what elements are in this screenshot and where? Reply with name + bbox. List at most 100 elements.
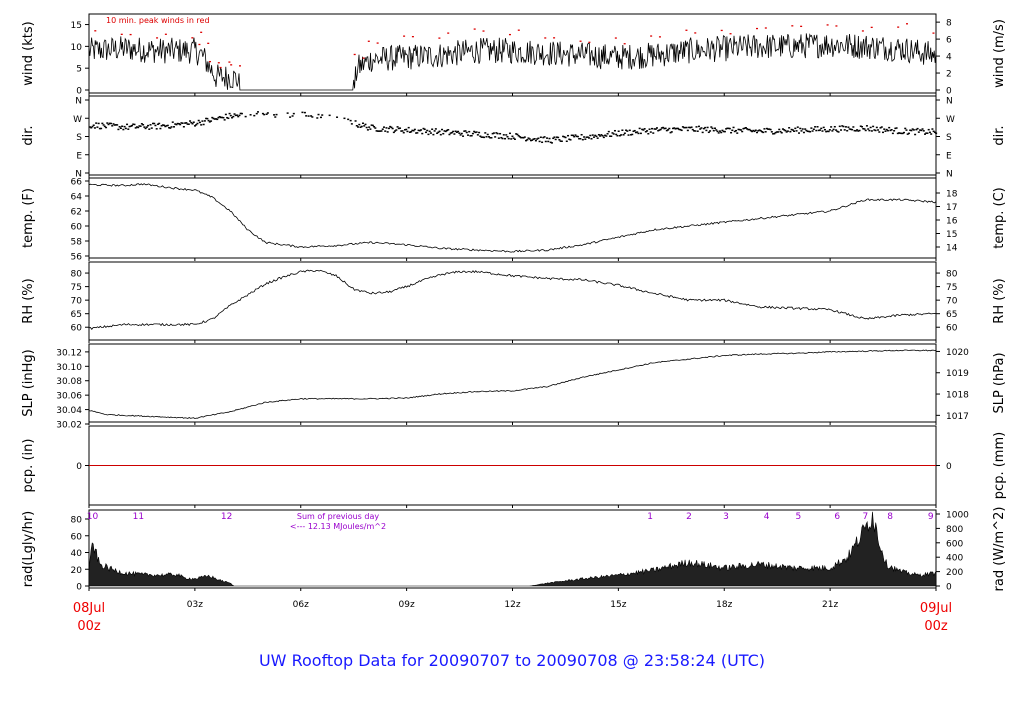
dir-point xyxy=(534,139,537,142)
dir-point xyxy=(465,131,468,134)
time-axis-end-date: 09Jul xyxy=(920,601,952,616)
wind-peak-point xyxy=(800,25,803,28)
dir-point xyxy=(826,130,829,133)
dir-point xyxy=(176,122,179,125)
dir-point xyxy=(521,136,524,139)
dir-point xyxy=(715,129,718,131)
dir-point xyxy=(347,118,350,121)
dir-point xyxy=(316,117,319,119)
dir-tick-label-left: N xyxy=(75,170,82,180)
dir-point xyxy=(434,128,437,130)
rad-local-hour-label: 4 xyxy=(764,512,770,522)
dir-point xyxy=(819,129,822,131)
dir-point xyxy=(931,128,934,130)
wind-peak-point xyxy=(508,33,511,36)
dir-point xyxy=(667,129,670,131)
dir-point xyxy=(463,130,466,132)
dir-point xyxy=(811,130,814,132)
dir-point xyxy=(722,130,725,133)
dir-point xyxy=(790,128,793,131)
dir-point xyxy=(217,116,220,119)
wind-peak-point xyxy=(217,62,220,64)
dir-point xyxy=(522,137,525,139)
dir-point xyxy=(266,112,269,114)
dir-point xyxy=(374,127,377,129)
dir-point xyxy=(726,127,729,130)
wind-peak-point xyxy=(861,30,864,32)
dir-point xyxy=(564,136,567,139)
dir-point xyxy=(417,129,420,132)
dir-point xyxy=(182,126,185,128)
dir-point xyxy=(470,134,473,137)
dir-point xyxy=(311,116,314,118)
dir-point xyxy=(836,130,839,133)
dir-point xyxy=(370,124,373,126)
time-axis-tick-label: 12z xyxy=(504,600,520,610)
dir-point xyxy=(400,130,403,132)
wind-peak-point xyxy=(447,32,450,34)
dir-point xyxy=(628,129,631,132)
dir-point xyxy=(359,126,362,128)
dir-point xyxy=(832,128,835,131)
dir-point xyxy=(255,112,258,115)
wind-peak-point xyxy=(200,31,203,33)
dir-point xyxy=(820,127,823,130)
dir-point xyxy=(431,128,434,130)
dir-point xyxy=(494,136,497,138)
dir-point xyxy=(870,130,873,132)
temp-tick-label-right: 14 xyxy=(946,244,958,254)
dir-point xyxy=(368,126,371,128)
wind-peak-point xyxy=(353,53,356,56)
dir-point xyxy=(189,120,192,122)
dir-point xyxy=(601,135,604,137)
dir-point xyxy=(562,135,565,138)
temp-panel-frame xyxy=(88,177,937,259)
dir-point xyxy=(429,132,432,134)
dir-point xyxy=(212,117,215,120)
rad-area xyxy=(88,511,937,587)
dir-point xyxy=(843,129,846,131)
temp-tick-label-right: 15 xyxy=(946,230,957,240)
wind-tick-label-right: 2 xyxy=(946,70,952,80)
rad-tick-label-right: 200 xyxy=(946,568,963,578)
slp-tick-label-right: 1017 xyxy=(946,412,969,422)
dir-point xyxy=(153,122,156,125)
dir-point xyxy=(594,134,597,137)
dir-point xyxy=(596,137,599,139)
dir-point xyxy=(600,134,603,136)
dir-point xyxy=(864,129,867,132)
dir-point xyxy=(507,137,510,140)
dir-point xyxy=(710,126,713,128)
dir-point xyxy=(662,126,665,129)
wind-tick-label-left: 10 xyxy=(71,43,83,53)
dir-point xyxy=(711,127,714,130)
dir-point xyxy=(932,130,935,133)
dir-point xyxy=(859,125,862,127)
dir-point xyxy=(177,123,180,125)
dir-point xyxy=(765,127,768,130)
dir-point xyxy=(890,129,893,131)
dir-point xyxy=(436,132,439,135)
dir-point xyxy=(928,131,931,134)
dir-point xyxy=(799,127,802,130)
dir-point xyxy=(706,126,709,129)
dir-point xyxy=(389,125,392,128)
dir-point xyxy=(627,134,630,136)
rad-local-hour-label: 9 xyxy=(928,512,934,522)
dir-point xyxy=(791,129,794,131)
dir-point xyxy=(779,130,782,133)
dir-point xyxy=(196,122,199,125)
dir-point xyxy=(741,130,744,133)
dir-point xyxy=(437,131,440,134)
dir-point xyxy=(669,131,672,134)
rh-tick-label-left: 75 xyxy=(71,283,82,293)
rh-ylabel-left: RH (%) xyxy=(21,278,36,323)
dir-point xyxy=(410,131,413,133)
dir-point xyxy=(158,122,161,125)
dir-tick-label-left: S xyxy=(76,133,82,143)
dir-point xyxy=(552,137,555,140)
dir-point xyxy=(265,113,268,115)
dir-point xyxy=(548,137,551,140)
rad-local-hour-label: 6 xyxy=(834,512,840,522)
